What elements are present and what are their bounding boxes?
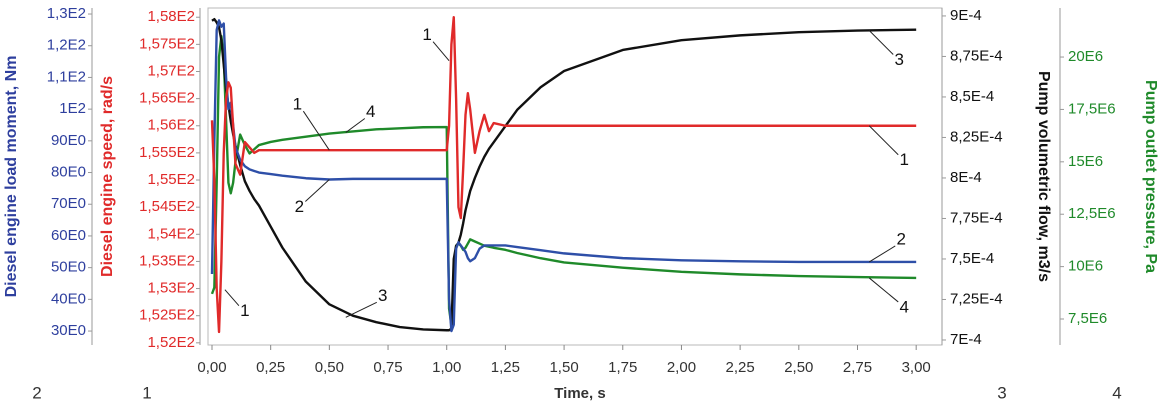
- x-axis-title: Time, s: [554, 385, 605, 402]
- axis-number: 2: [32, 383, 41, 402]
- y-tick-label: 8E-4: [950, 169, 982, 186]
- x-tick-label: 1,25: [491, 359, 520, 376]
- y-tick-label: 8,75E-4: [950, 47, 1003, 64]
- annotation-label: 1: [240, 301, 249, 320]
- y-axis-title: Pump outlet pressure, Pa: [1142, 80, 1159, 273]
- y-tick-label: 7,5E6: [1068, 310, 1107, 327]
- y-tick-label: 1,57E2: [147, 62, 195, 79]
- x-tick-label: 1,50: [549, 359, 578, 376]
- annotation-label: 4: [899, 297, 908, 316]
- annotation-label: 1: [422, 25, 431, 44]
- y-tick-label: 1E2: [59, 100, 86, 117]
- annotation-leader: [432, 41, 450, 61]
- y-tick-label: 1,575E2: [139, 35, 195, 52]
- y-tick-label: 7,75E-4: [950, 209, 1003, 226]
- series-line: [211, 17, 917, 332]
- y-tick-label: 90E0: [51, 132, 86, 149]
- y-tick-label: 1,535E2: [139, 252, 195, 269]
- annotation-label: 1: [899, 150, 908, 169]
- y-tick-label: 8,25E-4: [950, 128, 1003, 145]
- y-tick-label: 1,2E2: [47, 37, 86, 54]
- y-tick-label: 1,525E2: [139, 307, 195, 324]
- y-axis-title: Diesel engine load moment, Nm: [3, 56, 20, 298]
- y-tick-label: 12,5E6: [1068, 205, 1116, 222]
- y-tick-label: 1,53E2: [147, 280, 195, 297]
- annotation-leader: [868, 125, 899, 156]
- x-tick-label: 0,75: [373, 359, 402, 376]
- y-tick-label: 70E0: [51, 195, 86, 212]
- y-tick-label: 50E0: [51, 259, 86, 276]
- annotation-leader: [868, 30, 894, 55]
- y-tick-label: 1,52E2: [147, 334, 195, 351]
- x-tick-label: 3,00: [902, 359, 931, 376]
- axis-number: 4: [1112, 383, 1121, 402]
- annotation-label: 3: [378, 286, 387, 305]
- x-tick-label: 0,25: [256, 359, 285, 376]
- y-tick-label: 8,5E-4: [950, 88, 994, 105]
- annotation-leader: [868, 245, 896, 263]
- x-tick-label: 0,50: [315, 359, 344, 376]
- y-tick-label: 1,55E2: [147, 171, 195, 188]
- y-axis-title: Pump volumetric flow, m3/s: [1035, 71, 1052, 282]
- y-tick-label: 9E-4: [950, 7, 982, 24]
- y-tick-label: 1,54E2: [147, 225, 195, 242]
- y-tick-label: 1,1E2: [47, 68, 86, 85]
- y-tick-label: 1,555E2: [139, 144, 195, 161]
- y-tick-label: 7,5E-4: [950, 250, 994, 267]
- annotation-leader: [345, 301, 378, 318]
- y-tick-label: 20E6: [1068, 48, 1103, 65]
- x-tick-label: 2,25: [726, 359, 755, 376]
- y-tick-label: 30E0: [51, 322, 86, 339]
- x-tick-label: 2,75: [843, 359, 872, 376]
- x-tick-label: 0,00: [197, 359, 226, 376]
- annotation-label: 1: [293, 95, 302, 114]
- annotation-leader: [868, 277, 899, 303]
- x-tick-label: 1,00: [432, 359, 461, 376]
- y-tick-label: 1,58E2: [147, 8, 195, 25]
- annotation-leader: [345, 118, 366, 133]
- annotation-label: 2: [896, 229, 905, 248]
- y-tick-label: 15E6: [1068, 153, 1103, 170]
- x-tick-label: 2,50: [784, 359, 813, 376]
- axis-number: 3: [997, 383, 1006, 402]
- annotation-leader: [302, 110, 330, 151]
- annotation-label: 3: [894, 50, 903, 69]
- y-tick-label: 10E6: [1068, 258, 1103, 275]
- axis-number: 1: [142, 383, 151, 402]
- annotation-label: 2: [295, 197, 304, 216]
- plot-frame: [207, 7, 943, 346]
- y-tick-label: 40E0: [51, 290, 86, 307]
- y-tick-label: 1,565E2: [139, 90, 195, 107]
- series-line: [210, 16, 917, 334]
- x-tick-label: 1,75: [608, 359, 637, 376]
- y-tick-label: 60E0: [51, 227, 86, 244]
- y-tick-label: 1,545E2: [139, 198, 195, 215]
- y-axis-title: Diesel engine speed, rad/s: [99, 76, 116, 277]
- y-tick-label: 17,5E6: [1068, 100, 1116, 117]
- annotation-label: 4: [366, 102, 375, 121]
- y-tick-label: 7E-4: [950, 331, 982, 348]
- y-tick-label: 7,25E-4: [950, 290, 1003, 307]
- annotation-leader: [224, 289, 240, 306]
- x-tick-label: 2,00: [667, 359, 696, 376]
- y-tick-label: 1,56E2: [147, 117, 195, 134]
- y-tick-label: 1,3E2: [47, 5, 86, 22]
- annotation-leader: [305, 179, 330, 202]
- y-tick-label: 80E0: [51, 164, 86, 181]
